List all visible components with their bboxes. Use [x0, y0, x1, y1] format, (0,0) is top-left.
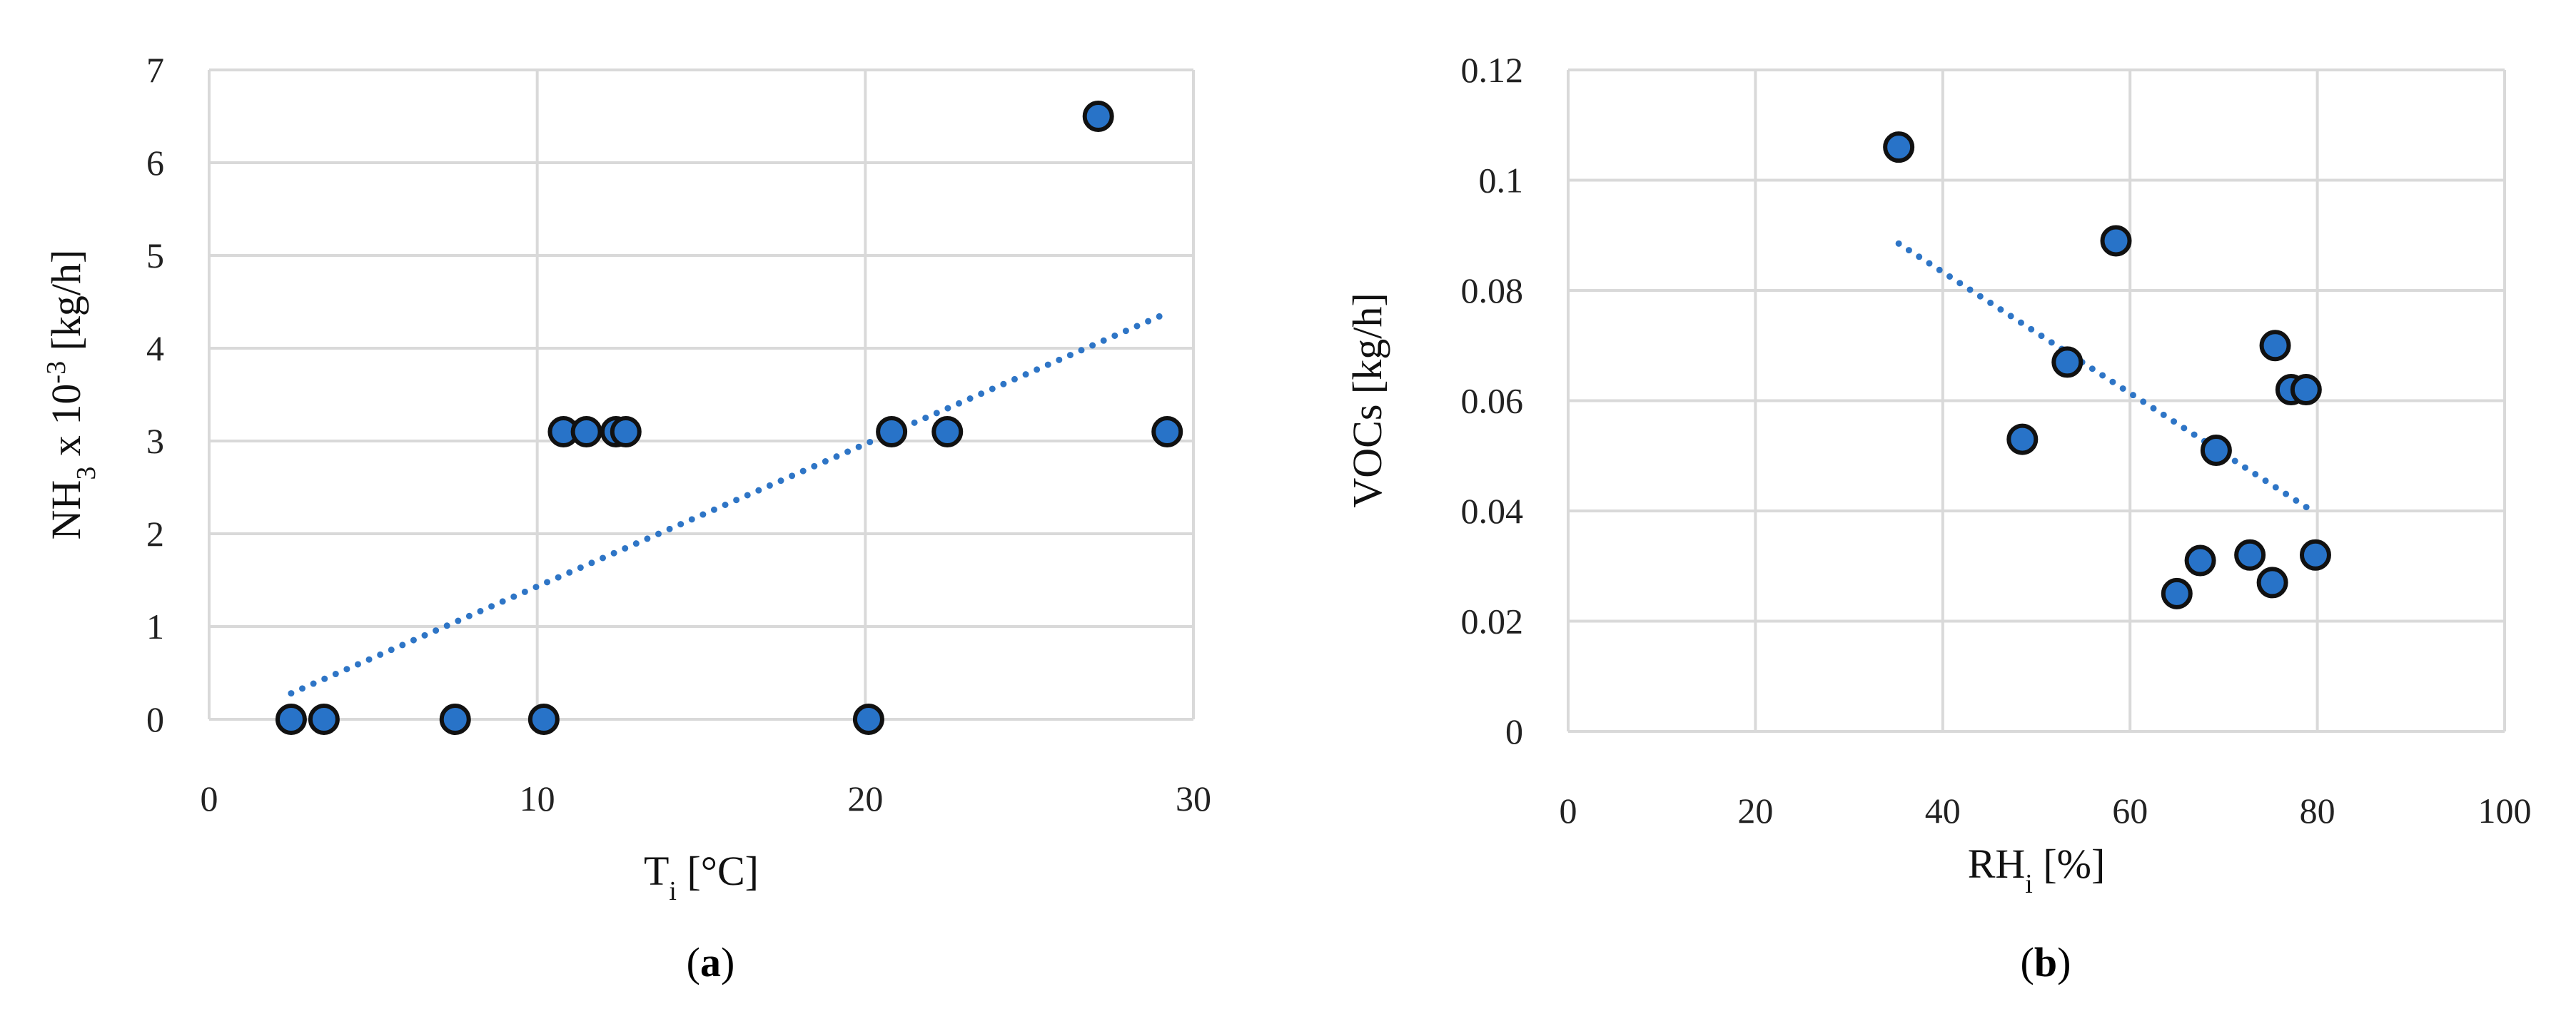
x-axis-title-unit: [%]	[2033, 841, 2105, 887]
data-point	[2256, 567, 2288, 599]
gridlines	[208, 69, 1195, 721]
chart-panel-b: 0 20 40 60 80 100 0 0.02 0.04 0.06 0.08 0.1 0.12 RHi …	[1344, 50, 2532, 985]
data-point	[1151, 416, 1183, 447]
y-tick-label: 0.06	[1461, 381, 1524, 421]
y-axis-title-unit: [kg/h]	[43, 250, 89, 361]
gridlines	[1567, 69, 2506, 733]
data-point	[2184, 544, 2216, 577]
data-point	[2006, 423, 2039, 455]
trendline	[288, 310, 1171, 697]
y-axis-title: VOCs [kg/h]	[1344, 293, 1390, 507]
caption-close-paren: )	[2057, 939, 2071, 985]
y-axis-title-main: VOCs [kg/h]	[1344, 293, 1390, 507]
x-axis-title: Ti [°C]	[644, 848, 759, 906]
y-tick-label: 0.08	[1461, 270, 1524, 310]
y-axis-title-mid: x 10	[43, 384, 89, 467]
y-tick-label: 0.04	[1461, 491, 1524, 531]
y-tick-label: 0	[1505, 711, 1523, 751]
data-point	[876, 416, 908, 447]
data-point	[2051, 346, 2083, 378]
y-tick-label: 0.1	[1479, 161, 1524, 201]
data-point	[852, 704, 884, 735]
caption-open-paren: (	[2021, 939, 2034, 985]
data-point	[2234, 539, 2266, 571]
x-tick-label: 10	[520, 779, 555, 818]
trendline	[1895, 240, 2311, 512]
panel-caption: (b)	[2021, 939, 2071, 985]
data-point	[2200, 435, 2232, 467]
data-point	[275, 704, 307, 735]
data-point	[308, 704, 340, 735]
y-tick-label: 6	[146, 143, 164, 183]
caption-letter: b	[2034, 939, 2057, 985]
data-point	[2100, 225, 2132, 257]
y-tick-label: 3	[146, 421, 164, 461]
y-tick-label: 1	[146, 607, 164, 647]
x-axis-title-unit: [°C]	[677, 848, 759, 894]
data-point	[439, 704, 471, 735]
data-point	[2161, 577, 2193, 609]
data-point	[2299, 539, 2331, 571]
data-point	[2259, 330, 2291, 362]
y-tick-label: 2	[146, 514, 164, 554]
y-tick-label: 0	[146, 699, 164, 739]
y-tick-label: 4	[146, 328, 164, 368]
data-point	[1082, 101, 1114, 132]
y-tick-label: 5	[146, 235, 164, 275]
x-tick-label: 0	[1560, 791, 1577, 831]
x-tick-label: 20	[847, 779, 883, 818]
x-tick-label: 100	[2478, 791, 2532, 831]
data-point	[1883, 131, 1915, 163]
data-point	[570, 416, 602, 447]
data-points	[275, 101, 1183, 735]
x-tick-label: 20	[1737, 791, 1773, 831]
y-axis-title: NH3 x 10-3 [kg/h]	[41, 250, 101, 540]
x-axis-title-subscript: i	[2025, 869, 2033, 899]
y-axis-title-main: NH	[43, 480, 89, 540]
y-axis-title-subscript: 3	[71, 467, 101, 480]
x-axis-title: RHi [%]	[1968, 841, 2106, 899]
panel-caption: (a)	[687, 939, 735, 985]
y-axis-title-superscript: -3	[41, 361, 71, 384]
x-axis-title-subscript: i	[669, 876, 677, 906]
x-tick-label: 60	[2112, 791, 2148, 831]
y-tick-label: 0.02	[1461, 602, 1524, 642]
x-tick-label: 30	[1176, 779, 1211, 818]
data-point	[2290, 374, 2322, 406]
caption-close-paren: )	[721, 939, 734, 985]
y-tick-label: 0.12	[1461, 50, 1524, 90]
data-point	[931, 416, 964, 447]
data-points	[1883, 131, 2331, 609]
caption-letter: a	[700, 939, 721, 985]
x-axis-title-main: T	[644, 848, 669, 894]
data-point	[610, 416, 642, 447]
y-tick-label: 7	[146, 50, 164, 90]
x-axis-title-main: RH	[1968, 841, 2026, 887]
x-tick-label: 0	[201, 779, 218, 818]
data-point	[527, 704, 560, 735]
x-tick-label: 40	[1925, 791, 1961, 831]
caption-open-paren: (	[687, 939, 700, 985]
x-tick-label: 80	[2300, 791, 2335, 831]
